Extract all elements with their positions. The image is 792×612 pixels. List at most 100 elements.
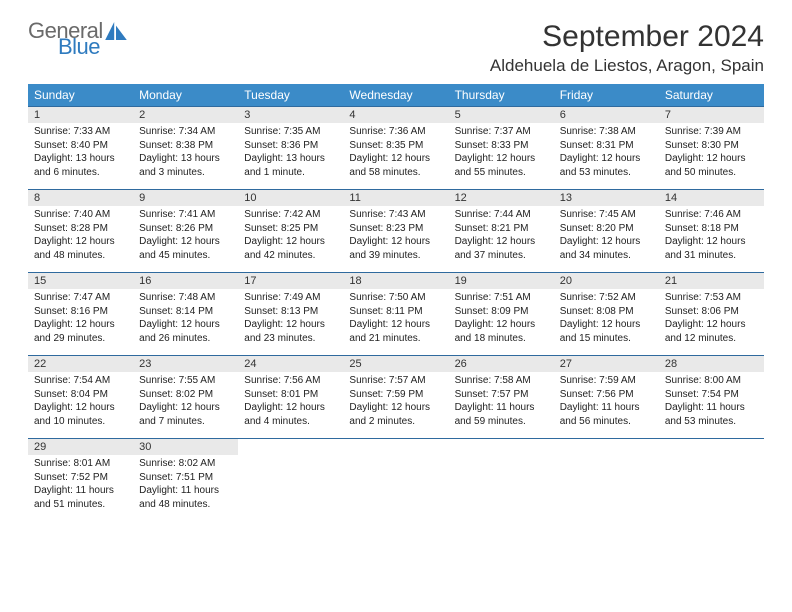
daynum-cell: 20 — [554, 273, 659, 290]
day-details: Sunrise: 7:59 AMSunset: 7:56 PMDaylight:… — [560, 374, 653, 428]
day-cell: Sunrise: 7:49 AMSunset: 8:13 PMDaylight:… — [238, 289, 343, 356]
day-cell: Sunrise: 7:45 AMSunset: 8:20 PMDaylight:… — [554, 206, 659, 273]
day-details: Sunrise: 7:38 AMSunset: 8:31 PMDaylight:… — [560, 125, 653, 179]
daylight-line: Daylight: 12 hours and 12 minutes. — [665, 318, 758, 345]
daylight-line: Daylight: 13 hours and 3 minutes. — [139, 152, 232, 179]
week-body-row: Sunrise: 7:47 AMSunset: 8:16 PMDaylight:… — [28, 289, 764, 356]
daynum-cell: 5 — [449, 107, 554, 124]
day-cell: Sunrise: 7:43 AMSunset: 8:23 PMDaylight:… — [343, 206, 448, 273]
daynum-cell: 12 — [449, 190, 554, 207]
daylight-line: Daylight: 12 hours and 21 minutes. — [349, 318, 442, 345]
day-number: 16 — [133, 273, 238, 289]
day-number: 17 — [238, 273, 343, 289]
day-cell: Sunrise: 7:41 AMSunset: 8:26 PMDaylight:… — [133, 206, 238, 273]
sunset-line: Sunset: 7:54 PM — [665, 388, 758, 402]
daylight-line: Daylight: 12 hours and 10 minutes. — [34, 401, 127, 428]
sunrise-line: Sunrise: 7:38 AM — [560, 125, 653, 139]
day-cell: Sunrise: 7:44 AMSunset: 8:21 PMDaylight:… — [449, 206, 554, 273]
day-cell: Sunrise: 7:55 AMSunset: 8:02 PMDaylight:… — [133, 372, 238, 439]
week-daynum-row: 891011121314 — [28, 190, 764, 207]
day-cell: Sunrise: 7:52 AMSunset: 8:08 PMDaylight:… — [554, 289, 659, 356]
daynum-cell: 14 — [659, 190, 764, 207]
daynum-cell: 21 — [659, 273, 764, 290]
sunrise-line: Sunrise: 7:50 AM — [349, 291, 442, 305]
day-number: 4 — [343, 107, 448, 123]
sunrise-line: Sunrise: 7:35 AM — [244, 125, 337, 139]
daynum-cell: 13 — [554, 190, 659, 207]
day-cell: Sunrise: 7:37 AMSunset: 8:33 PMDaylight:… — [449, 123, 554, 190]
day-header: Friday — [554, 84, 659, 107]
day-cell — [659, 455, 764, 521]
daylight-line: Daylight: 11 hours and 51 minutes. — [34, 484, 127, 511]
daynum-cell: 1 — [28, 107, 133, 124]
week-daynum-row: 1234567 — [28, 107, 764, 124]
daynum-cell: 28 — [659, 356, 764, 373]
day-number: 2 — [133, 107, 238, 123]
week-body-row: Sunrise: 7:33 AMSunset: 8:40 PMDaylight:… — [28, 123, 764, 190]
daynum-cell: 26 — [449, 356, 554, 373]
day-number: 25 — [343, 356, 448, 372]
daynum-cell: 17 — [238, 273, 343, 290]
day-number: 15 — [28, 273, 133, 289]
day-cell: Sunrise: 8:00 AMSunset: 7:54 PMDaylight:… — [659, 372, 764, 439]
day-details: Sunrise: 7:51 AMSunset: 8:09 PMDaylight:… — [455, 291, 548, 345]
sunrise-line: Sunrise: 8:00 AM — [665, 374, 758, 388]
day-number: 7 — [659, 107, 764, 123]
sunset-line: Sunset: 8:20 PM — [560, 222, 653, 236]
sunrise-line: Sunrise: 7:51 AM — [455, 291, 548, 305]
day-header: Sunday — [28, 84, 133, 107]
month-title: September 2024 — [490, 20, 764, 54]
calendar-head: SundayMondayTuesdayWednesdayThursdayFrid… — [28, 84, 764, 107]
sunrise-line: Sunrise: 7:44 AM — [455, 208, 548, 222]
sunset-line: Sunset: 8:23 PM — [349, 222, 442, 236]
daylight-line: Daylight: 12 hours and 55 minutes. — [455, 152, 548, 179]
daynum-cell: 2 — [133, 107, 238, 124]
day-details: Sunrise: 7:53 AMSunset: 8:06 PMDaylight:… — [665, 291, 758, 345]
sunrise-line: Sunrise: 7:40 AM — [34, 208, 127, 222]
day-details: Sunrise: 7:46 AMSunset: 8:18 PMDaylight:… — [665, 208, 758, 262]
day-cell: Sunrise: 7:56 AMSunset: 8:01 PMDaylight:… — [238, 372, 343, 439]
sunrise-line: Sunrise: 7:43 AM — [349, 208, 442, 222]
day-cell: Sunrise: 7:54 AMSunset: 8:04 PMDaylight:… — [28, 372, 133, 439]
daynum-cell: 29 — [28, 439, 133, 456]
day-details: Sunrise: 8:02 AMSunset: 7:51 PMDaylight:… — [139, 457, 232, 511]
day-number: 20 — [554, 273, 659, 289]
day-cell: Sunrise: 7:48 AMSunset: 8:14 PMDaylight:… — [133, 289, 238, 356]
day-number: 14 — [659, 190, 764, 206]
sunset-line: Sunset: 8:08 PM — [560, 305, 653, 319]
daynum-cell: 6 — [554, 107, 659, 124]
day-details: Sunrise: 7:43 AMSunset: 8:23 PMDaylight:… — [349, 208, 442, 262]
day-number: 30 — [133, 439, 238, 455]
sunset-line: Sunset: 8:28 PM — [34, 222, 127, 236]
daynum-cell — [659, 439, 764, 456]
daynum-cell: 16 — [133, 273, 238, 290]
brand-logo: General Blue — [28, 20, 127, 58]
daylight-line: Daylight: 12 hours and 31 minutes. — [665, 235, 758, 262]
daylight-line: Daylight: 11 hours and 56 minutes. — [560, 401, 653, 428]
sunset-line: Sunset: 8:18 PM — [665, 222, 758, 236]
week-body-row: Sunrise: 7:40 AMSunset: 8:28 PM Daylight:… — [28, 206, 764, 273]
day-cell: Sunrise: 8:02 AMSunset: 7:51 PMDaylight:… — [133, 455, 238, 521]
day-header: Thursday — [449, 84, 554, 107]
daylight-line: Daylight: 12 hours and 37 minutes. — [455, 235, 548, 262]
day-details: Sunrise: 8:01 AMSunset: 7:52 PMDaylight:… — [34, 457, 127, 511]
week-daynum-row: 15161718192021 — [28, 273, 764, 290]
daynum-cell: 7 — [659, 107, 764, 124]
sunset-line: Sunset: 8:26 PM — [139, 222, 232, 236]
daylight-line: Daylight: 12 hours and 58 minutes. — [349, 152, 442, 179]
day-header: Saturday — [659, 84, 764, 107]
daylight-line: Daylight: 11 hours and 48 minutes. — [139, 484, 232, 511]
sunset-line: Sunset: 7:56 PM — [560, 388, 653, 402]
day-cell: Sunrise: 7:33 AMSunset: 8:40 PMDaylight:… — [28, 123, 133, 190]
day-details: Sunrise: 7:50 AMSunset: 8:11 PMDaylight:… — [349, 291, 442, 345]
sunset-line: Sunset: 8:13 PM — [244, 305, 337, 319]
sunset-line: Sunset: 8:01 PM — [244, 388, 337, 402]
daynum-cell — [554, 439, 659, 456]
sunset-line: Sunset: 7:57 PM — [455, 388, 548, 402]
day-details: Sunrise: 7:47 AMSunset: 8:16 PMDaylight:… — [34, 291, 127, 345]
sunrise-line: Sunrise: 7:39 AM — [665, 125, 758, 139]
daynum-cell: 8 — [28, 190, 133, 207]
sunrise-line: Sunrise: 7:34 AM — [139, 125, 232, 139]
day-cell — [554, 455, 659, 521]
day-number: 8 — [28, 190, 133, 206]
